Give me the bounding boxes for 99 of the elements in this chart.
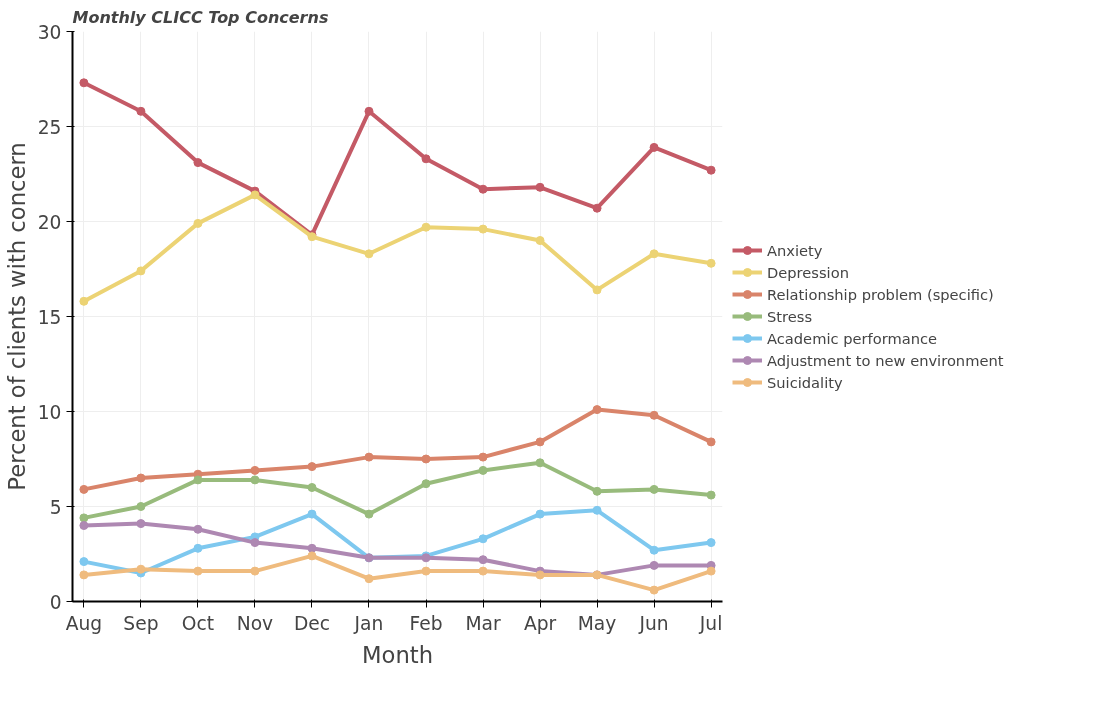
point — [592, 486, 602, 496]
point — [364, 452, 374, 462]
x-tick-label: May — [577, 612, 617, 634]
point — [307, 483, 317, 492]
point — [535, 570, 545, 580]
point — [193, 158, 203, 168]
point — [250, 475, 260, 485]
legend-label: Depression — [767, 263, 849, 281]
y-axis-title: Percent of clients with concern — [3, 142, 30, 491]
point — [79, 78, 89, 88]
point — [706, 437, 716, 447]
point — [535, 236, 545, 245]
point — [136, 564, 146, 574]
x-tick-label: Jul — [698, 612, 723, 634]
point — [250, 538, 260, 548]
point — [364, 574, 374, 584]
legend-label: Stress — [767, 307, 813, 325]
point — [136, 266, 146, 276]
x-axis-title: Month — [361, 641, 434, 668]
point — [478, 465, 488, 475]
point — [250, 566, 260, 576]
point — [250, 190, 260, 200]
chart-title: Monthly CLICC Top Concerns — [72, 7, 329, 27]
point — [136, 502, 146, 511]
point — [706, 258, 716, 268]
point — [136, 106, 146, 116]
point — [364, 106, 374, 116]
y-tick-label: 30 — [37, 21, 62, 43]
y-tick-label: 15 — [37, 306, 62, 328]
point — [307, 543, 317, 553]
point — [193, 475, 203, 485]
point — [307, 462, 317, 472]
point — [136, 519, 146, 529]
point — [535, 437, 545, 447]
y-tick-label: 20 — [37, 211, 62, 233]
point — [136, 473, 146, 483]
point — [421, 454, 431, 464]
x-tick-label: Aug — [65, 612, 103, 634]
point — [706, 538, 716, 548]
point — [649, 484, 659, 494]
y-tick-label: 5 — [49, 496, 62, 518]
point — [250, 465, 260, 475]
point — [706, 566, 716, 576]
x-tick-label: Mar — [465, 612, 501, 634]
point — [79, 513, 89, 523]
point — [535, 458, 545, 468]
legend-label: Anxiety — [767, 241, 823, 259]
point — [592, 405, 602, 415]
y-tick-label: 10 — [37, 401, 62, 423]
point — [421, 222, 431, 232]
legend-label: Adjustment to new environment — [767, 351, 1004, 369]
point — [706, 165, 716, 175]
legend-label: Academic performance — [767, 329, 938, 347]
y-tick-label: 0 — [49, 591, 62, 613]
point — [706, 490, 716, 500]
point — [535, 182, 545, 192]
point — [79, 557, 89, 567]
point — [421, 566, 431, 576]
point — [193, 524, 203, 534]
point — [649, 585, 659, 595]
point — [478, 224, 488, 234]
point — [649, 410, 659, 420]
point — [478, 555, 488, 565]
point — [79, 521, 89, 530]
point — [79, 570, 89, 580]
point — [364, 249, 374, 259]
point — [421, 154, 431, 164]
point — [535, 509, 545, 519]
point — [421, 479, 431, 489]
x-tick-label: Sep — [123, 612, 159, 634]
x-tick-label: Oct — [181, 612, 215, 634]
legend-label: Suicidality — [767, 373, 843, 391]
point — [592, 203, 602, 213]
point — [478, 534, 488, 544]
x-tick-label: Jun — [638, 612, 669, 634]
point — [478, 184, 488, 194]
point — [79, 484, 89, 494]
point — [307, 551, 317, 561]
point — [364, 509, 374, 519]
point — [649, 545, 659, 555]
point — [649, 560, 659, 570]
point — [193, 566, 203, 576]
point — [193, 543, 203, 553]
point — [478, 452, 488, 462]
point — [193, 218, 203, 228]
x-tick-label: Dec — [293, 612, 331, 634]
point — [649, 142, 659, 152]
y-tick-label: 25 — [37, 116, 62, 138]
point — [79, 296, 89, 306]
point — [592, 505, 602, 515]
point — [649, 249, 659, 259]
x-tick-label: Jan — [353, 612, 384, 634]
point — [592, 285, 602, 295]
x-tick-label: Nov — [236, 612, 274, 634]
x-tick-label: Feb — [409, 612, 443, 634]
legend-label: Relationship problem (specific) — [767, 285, 994, 303]
x-tick-label: Apr — [523, 612, 557, 634]
point — [478, 566, 488, 576]
point — [307, 509, 317, 519]
